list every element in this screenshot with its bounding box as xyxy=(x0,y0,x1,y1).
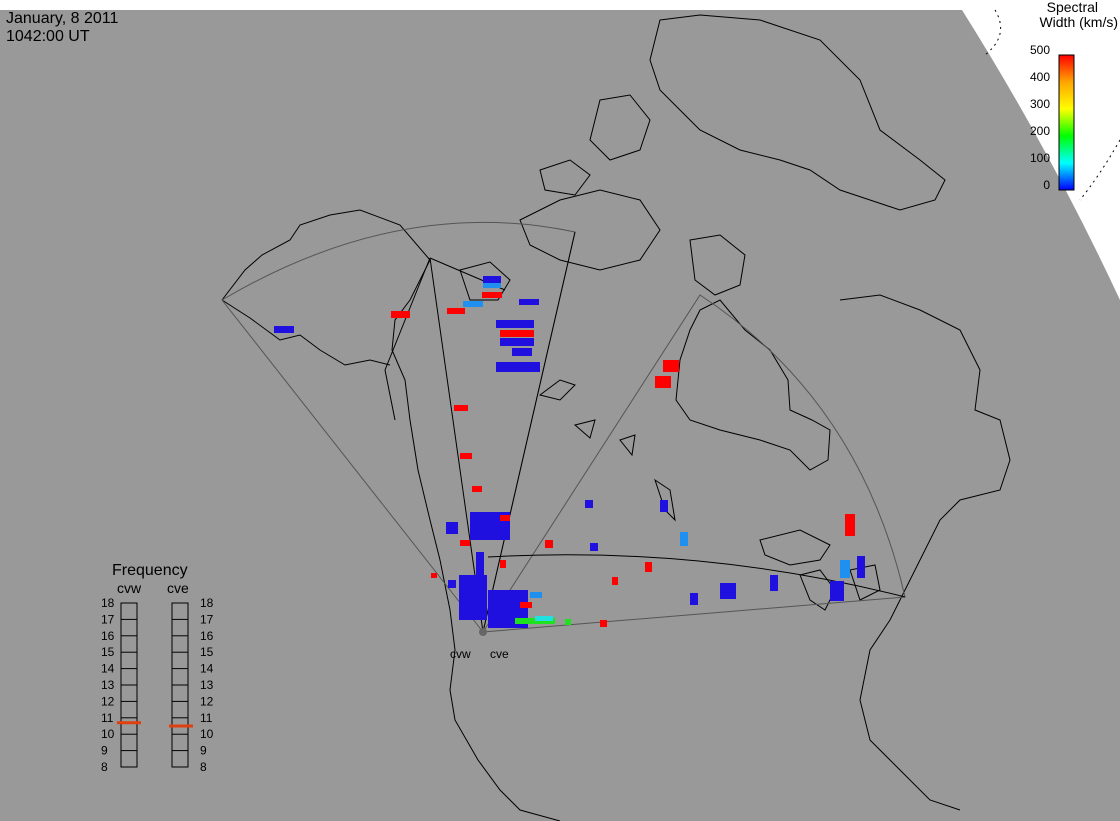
latitude-arc-1 xyxy=(984,9,1002,56)
radar-site-marker xyxy=(479,628,487,636)
frequency-radar-left: cvw xyxy=(117,580,142,596)
frequency-tick-right: 12 xyxy=(200,694,214,708)
frequency-tick-right: 16 xyxy=(200,629,214,643)
frequency-tick-right: 9 xyxy=(200,744,207,758)
colorbar-tick: 400 xyxy=(1030,70,1050,84)
colorbar-tick: 200 xyxy=(1030,124,1050,138)
frequency-tick-right: 11 xyxy=(200,711,213,725)
date-label: January, 8 2011 xyxy=(6,10,118,27)
frequency-tick-left: 8 xyxy=(101,760,108,774)
coastlines xyxy=(221,14,1011,821)
frequency-tick-right: 14 xyxy=(200,662,214,676)
frequency-tick-labels: 18 18 17 17 16 16 15 15 14 14 13 13 12 12 11 11 10 10 9 9 8 8 xyxy=(101,596,214,774)
colorbar-tick: 300 xyxy=(1030,97,1050,111)
frequency-tick-right: 8 xyxy=(200,760,207,774)
frequency-tick-left: 9 xyxy=(101,744,108,758)
colorbar-ticks: 500 400 300 200 100 0 xyxy=(1030,43,1050,192)
colorbar-tick: 500 xyxy=(1030,43,1050,57)
scatter-cve xyxy=(488,360,865,628)
colorbar-tick: 100 xyxy=(1030,151,1050,165)
colorbar-gradient xyxy=(1058,54,1075,191)
frequency-tick-left: 17 xyxy=(101,612,115,626)
frequency-tick-right: 17 xyxy=(200,612,214,626)
frequency-tick-left: 11 xyxy=(101,711,114,725)
frequency-tick-left: 15 xyxy=(101,645,115,659)
fov-cve xyxy=(482,294,906,633)
frequency-tick-left: 14 xyxy=(101,662,115,676)
frequency-tick-left: 12 xyxy=(101,694,115,708)
frequency-panel: Frequency cvw cve 18 18 17 17 16 16 15 15 14 14 13… xyxy=(101,562,214,774)
frequency-tick-left: 13 xyxy=(101,678,115,692)
fov-boundaries xyxy=(384,231,906,633)
colorbar-tick: 0 xyxy=(1043,178,1050,192)
cvw-frequency-indicator xyxy=(117,721,141,725)
frequency-tick-left: 16 xyxy=(101,629,115,643)
radar-label-cve: cve xyxy=(490,647,509,661)
frequency-radar-right: cve xyxy=(167,580,189,596)
radar-label-cvw: cvw xyxy=(450,647,471,661)
colorbar-title-line2: Width (km/s) xyxy=(1039,14,1118,30)
frequency-columns xyxy=(120,602,189,768)
time-label: 1042:00 UT xyxy=(6,28,90,45)
frequency-tick-left: 18 xyxy=(101,596,115,610)
colorbar-title-line1: Spectral xyxy=(1047,0,1098,15)
frequency-tick-right: 13 xyxy=(200,678,214,692)
scatter-cvw xyxy=(274,276,540,620)
frequency-tick-right: 15 xyxy=(200,645,214,659)
frequency-tick-left: 10 xyxy=(101,727,115,741)
frequency-tick-right: 10 xyxy=(200,727,214,741)
frequency-title: Frequency xyxy=(112,562,188,579)
frequency-tick-right: 18 xyxy=(200,596,214,610)
latitude-arc-2 xyxy=(1079,139,1120,201)
map-background xyxy=(0,10,1120,821)
fov-cvw xyxy=(221,221,576,634)
cve-frequency-indicator xyxy=(169,724,193,728)
